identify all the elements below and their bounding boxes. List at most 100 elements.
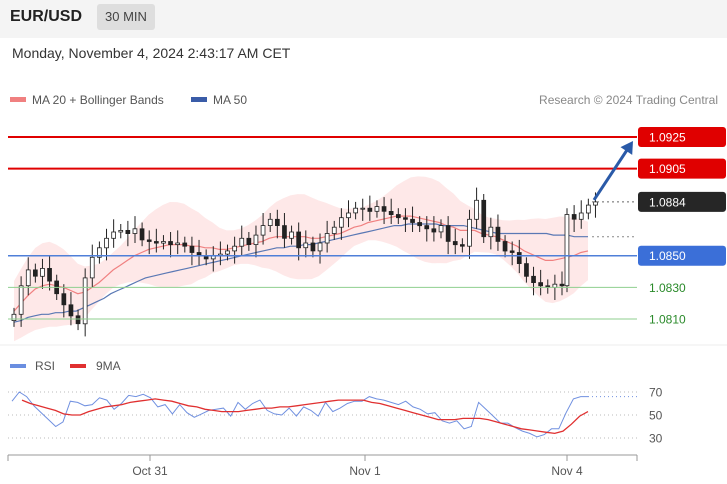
candle-body xyxy=(452,241,458,246)
ma50-legend-label: MA 50 xyxy=(213,93,247,107)
candle-body xyxy=(445,225,451,242)
candle-body xyxy=(559,283,565,287)
candle-body xyxy=(381,206,387,212)
candle-body xyxy=(89,256,95,279)
level-badge-1.0850 xyxy=(638,245,726,266)
candle-body xyxy=(524,263,529,277)
candle-body xyxy=(578,212,584,220)
candle-body xyxy=(410,218,415,223)
candle-body xyxy=(538,282,544,287)
time-label-2: Nov 4 xyxy=(551,464,583,478)
candle-body xyxy=(168,241,173,246)
timeframe-button[interactable]: 30 MIN xyxy=(97,4,155,30)
candle-body xyxy=(509,250,515,253)
candle-body xyxy=(388,210,394,215)
candle-body xyxy=(68,304,74,317)
timestamp: Monday, November 4, 2024 2:43:17 AM CET xyxy=(12,45,291,61)
forecast-arrow-head xyxy=(620,141,633,155)
candle-body xyxy=(225,250,230,255)
candle-body xyxy=(132,228,138,234)
rsi-plot-area: 70 50 30 xyxy=(8,386,663,446)
candle-body xyxy=(153,241,159,244)
rsi-tick-label-30: 30 xyxy=(649,432,663,446)
rsi-legend-label: RSI xyxy=(35,359,55,373)
level-label-1.0810: 1.0810 xyxy=(649,313,686,327)
level-badge-1.0905 xyxy=(638,158,726,179)
candle-body xyxy=(367,207,373,212)
rsi-ma9-line xyxy=(21,398,589,435)
candle-body xyxy=(502,241,508,252)
candle-body xyxy=(403,217,408,220)
candle-body xyxy=(564,214,570,287)
ma50-legend-swatch xyxy=(191,97,207,102)
candle-body xyxy=(253,234,259,246)
candle-body xyxy=(474,199,479,220)
candle-body xyxy=(438,225,444,233)
candle-body xyxy=(531,275,536,283)
candle-body xyxy=(61,293,67,306)
candle-body xyxy=(146,239,152,242)
candle-body xyxy=(303,242,309,249)
ma9-legend-swatch xyxy=(70,364,86,368)
candle-body xyxy=(182,242,188,247)
candle-body xyxy=(338,217,344,228)
candle-body xyxy=(317,242,323,252)
candle-body xyxy=(11,313,17,321)
ma9-legend-label: 9MA xyxy=(96,359,121,373)
candle-body xyxy=(431,228,437,233)
level-label-1.0850: 1.0850 xyxy=(649,249,686,263)
candle-body xyxy=(289,231,294,239)
candle-body xyxy=(353,207,359,214)
candle-body xyxy=(232,245,237,252)
candle-body xyxy=(495,226,501,242)
level-badge-1.0884 xyxy=(638,191,726,212)
rsi-legend: RSI 9MA xyxy=(10,359,121,373)
level-label-1.0905: 1.0905 xyxy=(649,162,686,176)
candle-body xyxy=(260,225,266,236)
candle-body xyxy=(18,285,24,315)
header-bar: EUR/USD 30 MIN xyxy=(0,0,727,38)
main-plot-area xyxy=(11,176,598,342)
candle-body xyxy=(175,242,180,246)
candle-body xyxy=(33,269,38,277)
candle-body xyxy=(586,204,591,214)
level-label-1.0884: 1.0884 xyxy=(649,195,686,209)
chart-legend: MA 20 + Bollinger Bands MA 50 Research ©… xyxy=(10,93,718,107)
candle-body xyxy=(459,244,465,247)
instrument-name: EUR/USD xyxy=(10,8,83,25)
ma20-legend-swatch xyxy=(10,97,26,102)
candle-body xyxy=(296,231,302,249)
candle-body xyxy=(467,218,472,247)
candle-body xyxy=(104,237,109,249)
candle-body xyxy=(516,252,522,265)
candle-body xyxy=(571,214,577,220)
level-label-1.0830: 1.0830 xyxy=(649,281,686,295)
ma20-legend-label: MA 20 + Bollinger Bands xyxy=(32,93,164,107)
candle-body xyxy=(310,242,316,252)
candle-body xyxy=(274,218,280,227)
candle-body xyxy=(267,218,273,227)
candle-body xyxy=(75,315,81,325)
candle-body xyxy=(360,207,366,210)
candle-body xyxy=(395,214,401,219)
bollinger-band xyxy=(14,176,588,342)
candle-body xyxy=(139,228,145,241)
time-label-0: Oct 31 xyxy=(132,464,168,478)
credit-text: Research © 2024 Trading Central xyxy=(539,93,718,107)
candle-body xyxy=(47,267,52,282)
candle-body xyxy=(125,229,131,234)
candle-body xyxy=(118,229,124,233)
candle-body xyxy=(111,231,116,239)
rsi-line xyxy=(11,391,588,438)
candle-body xyxy=(346,212,351,219)
candle-body xyxy=(239,237,245,247)
time-axis: Oct 31 Nov 1 Nov 4 xyxy=(7,454,638,478)
candle-body xyxy=(246,237,252,246)
level-label-1.0925: 1.0925 xyxy=(649,131,686,145)
candle-body xyxy=(374,206,380,212)
time-label-1: Nov 1 xyxy=(349,464,381,478)
candle-body xyxy=(424,225,430,230)
candle-body xyxy=(282,225,287,239)
rsi-tick-label-50: 50 xyxy=(649,409,663,423)
